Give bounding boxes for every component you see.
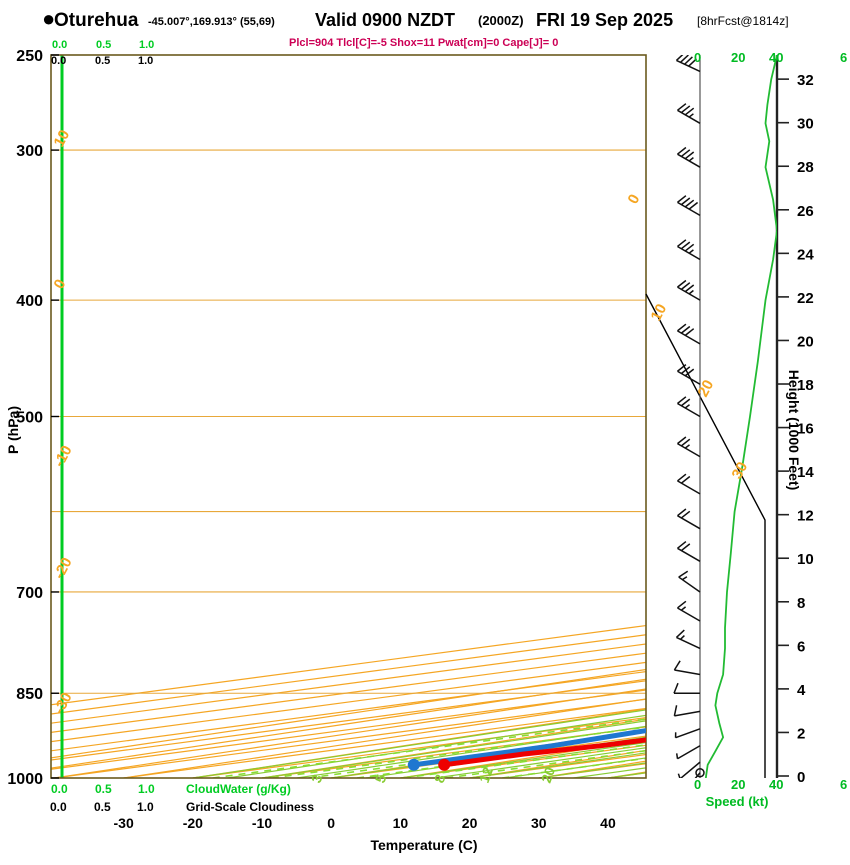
speed-tick-top-60: 6 <box>840 50 847 65</box>
height-tick-20: 20 <box>797 333 814 350</box>
speed-tick-bottom-60: 6 <box>840 777 847 792</box>
height-tick-24: 24 <box>797 246 814 263</box>
cloudiness-tick-top-0: 0.0 <box>51 55 66 67</box>
height-tick-2: 2 <box>797 725 805 742</box>
dewpoint-surface-marker <box>408 759 420 771</box>
cloudiness-tick-top-1: 0.5 <box>95 55 110 67</box>
pressure-tick-850: 850 <box>16 686 43 703</box>
cloudiness-tick-bottom-2: 1.0 <box>137 800 154 814</box>
height-tick-6: 6 <box>797 638 805 655</box>
height-tick-28: 28 <box>797 159 814 176</box>
height-tick-10: 10 <box>797 551 814 568</box>
cloudwater-tick-bottom-1: 0.5 <box>95 782 112 796</box>
station-coordinates: -45.007°,169.913° (55,69) <box>148 16 275 28</box>
pressure-tick-250: 250 <box>16 48 43 65</box>
stability-parameters: Plcl=904 Tlcl[C]=-5 Shox=11 Pwat[cm]=0 C… <box>289 37 558 49</box>
temperature-axis-title: Temperature (C) <box>370 837 477 853</box>
valid-date: FRI 19 Sep 2025 <box>536 10 673 30</box>
speed-tick-bottom-40: 40 <box>769 777 783 792</box>
cloudwater-tick-top-2: 1.0 <box>139 39 154 51</box>
temperature-tick-10: 10 <box>393 815 409 831</box>
pressure-tick-400: 400 <box>16 293 43 310</box>
speed-tick-bottom-20: 20 <box>731 777 745 792</box>
temperature-tick--30: -30 <box>114 815 134 831</box>
height-tick-22: 22 <box>797 290 814 307</box>
height-tick-12: 12 <box>797 508 814 525</box>
cloudiness-tick-bottom-0: 0.0 <box>50 800 67 814</box>
station-name: Oturehua <box>54 10 139 31</box>
height-tick-30: 30 <box>797 116 814 133</box>
speed-tick-top-40: 40 <box>769 50 783 65</box>
cloudiness-tick-bottom-1: 0.5 <box>94 800 111 814</box>
temperature-surface-marker <box>438 759 450 771</box>
temperature-tick-30: 30 <box>531 815 547 831</box>
height-tick-4: 4 <box>797 682 806 699</box>
pressure-axis-title: P (hPa) <box>5 406 21 454</box>
cloudwater-tick-top-1: 0.5 <box>96 39 111 51</box>
valid-time: Valid 0900 NZDT <box>315 10 455 30</box>
temperature-tick--20: -20 <box>183 815 203 831</box>
cloudwater-tick-bottom-0: 0.0 <box>51 782 68 796</box>
temperature-tick--10: -10 <box>252 815 272 831</box>
pressure-tick-700: 700 <box>16 585 43 602</box>
temperature-tick-20: 20 <box>462 815 478 831</box>
cloudwater-axis-title: CloudWater (g/Kg) <box>186 782 291 796</box>
forecast-stamp: [8hrFcst@1814z] <box>697 14 789 28</box>
speed-tick-top-20: 20 <box>731 50 745 65</box>
pressure-tick-1000: 1000 <box>7 771 43 788</box>
speed-tick-top-0: 0 <box>694 50 701 65</box>
temperature-tick-40: 40 <box>600 815 616 831</box>
height-tick-8: 8 <box>797 595 805 612</box>
temperature-tick-0: 0 <box>327 815 335 831</box>
height-tick-26: 26 <box>797 203 814 220</box>
cloudiness-tick-top-2: 1.0 <box>138 55 153 67</box>
cloudwater-tick-top-0: 0.0 <box>52 39 67 51</box>
height-tick-32: 32 <box>797 72 814 89</box>
pressure-tick-300: 300 <box>16 143 43 160</box>
cloudwater-tick-bottom-2: 1.0 <box>138 782 155 796</box>
cloudiness-axis-title: Grid-Scale Cloudiness <box>186 800 314 814</box>
speed-tick-bottom-0: 0 <box>694 777 701 792</box>
height-axis-title: Height (1000 Feet) <box>786 370 802 491</box>
zulu-time: (2000Z) <box>478 13 524 28</box>
height-tick-0: 0 <box>797 769 805 786</box>
speed-axis-title: Speed (kt) <box>706 794 769 809</box>
